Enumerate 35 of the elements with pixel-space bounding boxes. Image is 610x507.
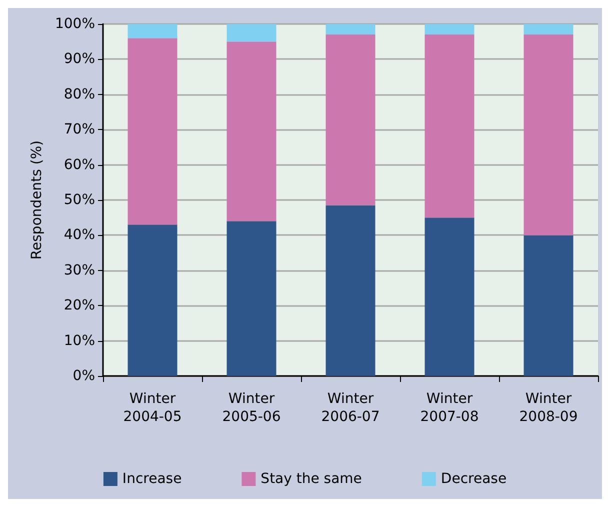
y-tick-label: 40% xyxy=(64,227,95,244)
bar xyxy=(424,218,474,376)
legend-label: Increase xyxy=(122,471,182,487)
y-tick-label: 100% xyxy=(54,16,95,32)
y-tick-label: 0% xyxy=(72,368,95,384)
y-axis-title: Respondents (%) xyxy=(29,140,46,260)
x-tick-label: Winter 2008-09 xyxy=(519,391,578,425)
y-tick-label: 10% xyxy=(64,332,95,349)
y-tick-label: 20% xyxy=(64,298,95,314)
bar xyxy=(524,24,574,35)
y-tick-label: 60% xyxy=(64,156,95,173)
bar xyxy=(128,38,178,225)
y-tick-label: 90% xyxy=(64,51,95,68)
x-tick-label: Winter 2007-08 xyxy=(420,391,479,425)
bar xyxy=(424,34,474,218)
bar xyxy=(424,24,474,35)
bar xyxy=(226,221,276,376)
bar xyxy=(128,224,178,376)
y-tick-label: 30% xyxy=(64,262,95,278)
legend-label: Stay the same xyxy=(260,471,362,487)
bar xyxy=(128,24,178,38)
legend-label: Decrease xyxy=(440,471,507,487)
x-tick-label: Winter 2004-05 xyxy=(123,391,182,425)
bar xyxy=(524,34,574,236)
y-tick-label: 50% xyxy=(64,192,95,208)
bar xyxy=(326,205,376,376)
bar xyxy=(226,24,276,42)
x-tick-label: Winter 2005-06 xyxy=(222,391,281,425)
bar xyxy=(326,34,376,206)
x-tick-label: Winter 2006-07 xyxy=(321,391,380,425)
y-tick-label: 70% xyxy=(64,122,95,138)
bar xyxy=(326,24,376,35)
y-tick-label: 80% xyxy=(64,86,95,102)
bar xyxy=(226,42,276,222)
bar xyxy=(524,235,574,376)
